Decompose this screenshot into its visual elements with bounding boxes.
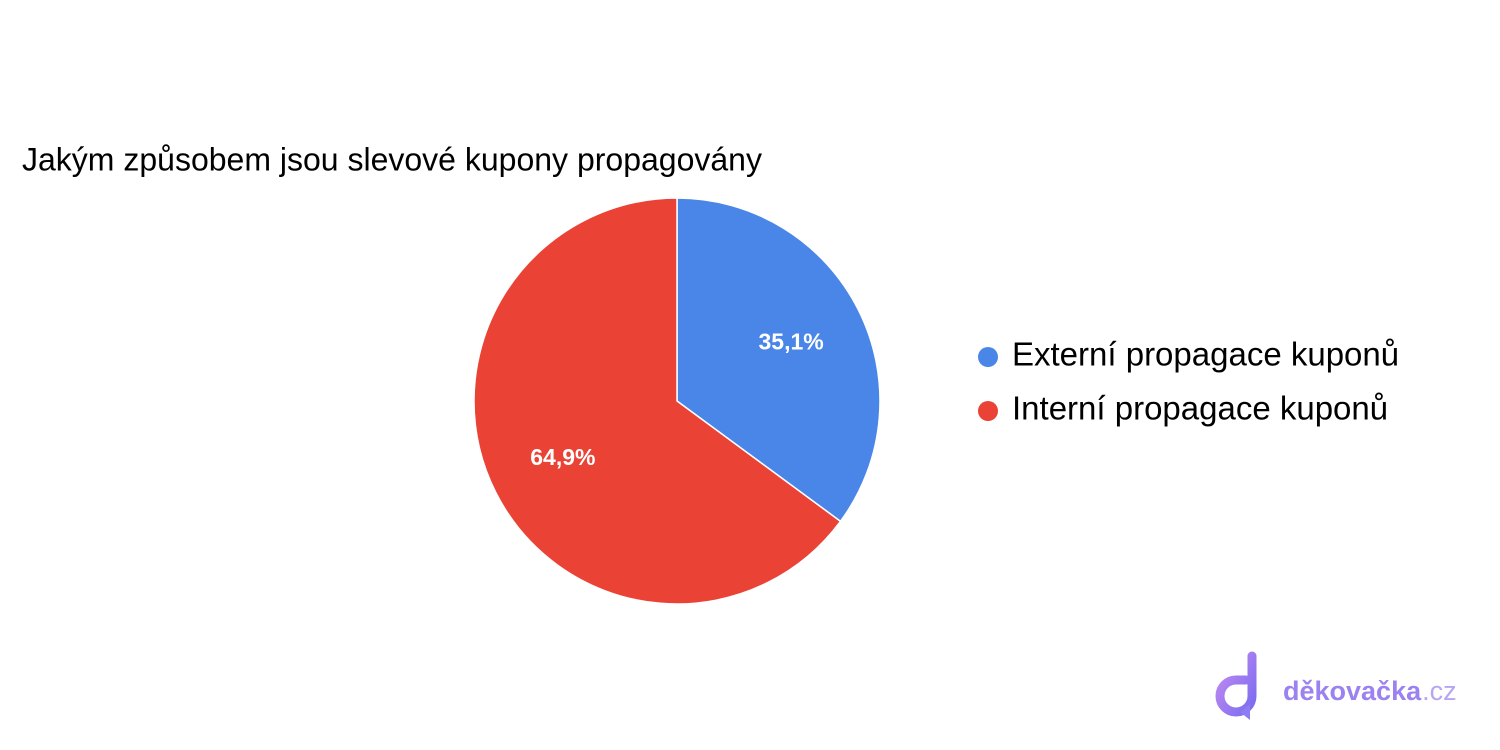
legend-marker — [978, 347, 998, 367]
slice-label: 35,1% — [759, 328, 824, 354]
pie-slice — [676, 197, 881, 523]
legend-label: Externí propagace kuponů — [1012, 336, 1399, 373]
legend-marker — [978, 401, 998, 421]
brand-name: děkovačka — [1283, 676, 1422, 706]
pie-slice — [473, 197, 842, 605]
brand-suffix: .cz — [1422, 676, 1457, 706]
logo-arrow — [1240, 704, 1250, 720]
logo-icon — [1215, 651, 1257, 717]
brand-logo: děkovačka .cz — [1215, 651, 1457, 720]
slice-label: 64,9% — [530, 444, 595, 470]
legend-label: Interní propagace kuponů — [1012, 390, 1388, 427]
chart-title: Jakým způsobem jsou slevové kupony propa… — [22, 141, 762, 177]
